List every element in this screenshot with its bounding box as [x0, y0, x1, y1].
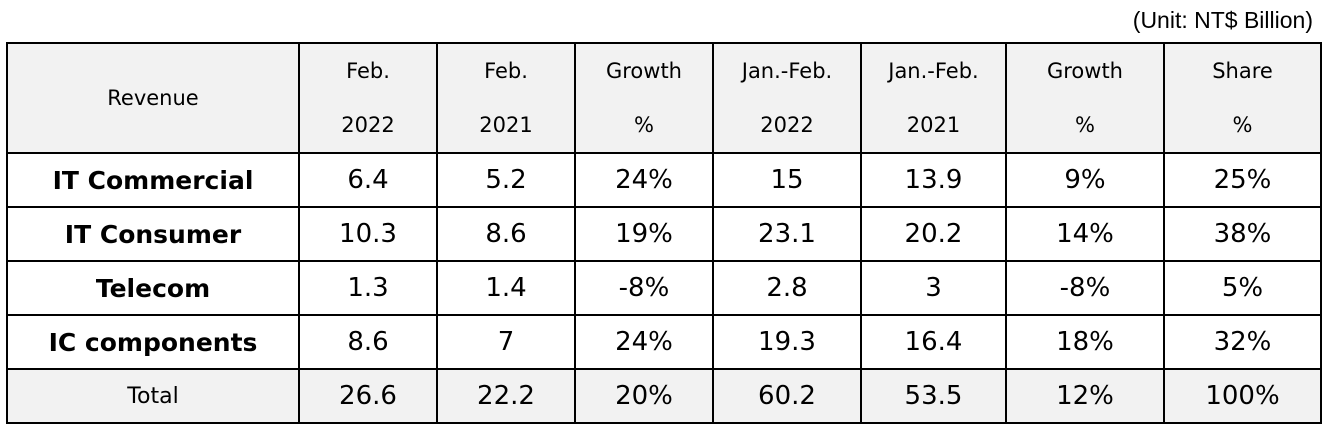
table-cell: 8.6: [298, 314, 438, 370]
table-row: IC components 8.6 7 24% 19.3 16.4 18% 32…: [6, 314, 1322, 370]
total-cell: 53.5: [860, 368, 1007, 424]
table-cell: 24%: [574, 152, 714, 208]
header-growth-monthly: Growth%: [574, 42, 714, 154]
table-cell: 32%: [1163, 314, 1322, 370]
table-cell: 23.1: [712, 206, 862, 262]
table-row: IT Commercial 6.4 5.2 24% 15 13.9 9% 25%: [6, 152, 1322, 208]
header-revenue: Revenue: [6, 42, 300, 154]
table-cell: 14%: [1005, 206, 1165, 262]
table-row: IT Consumer 10.3 8.6 19% 23.1 20.2 14% 3…: [6, 206, 1322, 262]
row-label: IC components: [6, 314, 300, 370]
table-cell: 10.3: [298, 206, 438, 262]
header-line: Feb.: [346, 59, 390, 83]
header-line: %: [634, 113, 654, 137]
header-line: %: [1232, 113, 1253, 137]
header-feb-2021: Feb. 2021: [436, 42, 576, 154]
unit-note: (Unit: NT$ Billion): [1132, 7, 1313, 33]
header-share: Share%: [1163, 42, 1322, 154]
header-growth-ytd: Growth%: [1005, 42, 1165, 154]
table-cell: 25%: [1163, 152, 1322, 208]
header-line: %: [1075, 113, 1095, 137]
table-cell: 1.3: [298, 260, 438, 316]
total-cell: 26.6: [298, 368, 438, 424]
table-cell: 15: [712, 152, 862, 208]
header-line: Jan.-Feb.: [741, 59, 833, 83]
table-cell: -8%: [574, 260, 714, 316]
table-cell: 5.2: [436, 152, 576, 208]
total-label: Total: [6, 368, 300, 424]
table-cell: 3: [860, 260, 1007, 316]
header-feb-2022: Feb. 2022: [298, 42, 438, 154]
row-label: IT Commercial: [6, 152, 300, 208]
total-cell: 60.2: [712, 368, 862, 424]
table-cell: 6.4: [298, 152, 438, 208]
revenue-table: Revenue Feb. 2022 Feb. 2021 Growth% Jan.-F…: [6, 42, 1322, 424]
total-cell: 20%: [574, 368, 714, 424]
total-row: Total 26.6 22.2 20% 60.2 53.5 12% 100%: [6, 368, 1322, 424]
table-cell: 8.6: [436, 206, 576, 262]
table-cell: 5%: [1163, 260, 1322, 316]
table-cell: 24%: [574, 314, 714, 370]
table-row: Telecom 1.3 1.4 -8% 2.8 3 -8% 5%: [6, 260, 1322, 316]
total-cell: 100%: [1163, 368, 1322, 424]
header-line: Feb.: [484, 59, 528, 83]
header-line: 2022: [341, 113, 395, 137]
header-janfeb-2021: Jan.-Feb. 2021: [860, 42, 1007, 154]
header-line: 2022: [760, 113, 814, 137]
header-janfeb-2022: Jan.-Feb. 2022: [712, 42, 862, 154]
header-line: 2021: [479, 113, 533, 137]
table-cell: 13.9: [860, 152, 1007, 208]
table-cell: 20.2: [860, 206, 1007, 262]
header-line: Growth: [605, 59, 682, 83]
table-cell: -8%: [1005, 260, 1165, 316]
row-label: Telecom: [6, 260, 300, 316]
header-line: 2021: [906, 113, 961, 137]
table-cell: 7: [436, 314, 576, 370]
row-label: IT Consumer: [6, 206, 300, 262]
total-cell: 22.2: [436, 368, 576, 424]
header-line: Growth: [1046, 59, 1123, 83]
total-cell: 12%: [1005, 368, 1165, 424]
header-row: Revenue Feb. 2022 Feb. 2021 Growth% Jan.-F…: [6, 42, 1322, 154]
header-line: Jan.-Feb.: [888, 59, 979, 83]
table-cell: 19.3: [712, 314, 862, 370]
table-cell: 2.8: [712, 260, 862, 316]
table-cell: 19%: [574, 206, 714, 262]
table-cell: 1.4: [436, 260, 576, 316]
header-line: Share: [1212, 59, 1273, 83]
table-cell: 38%: [1163, 206, 1322, 262]
table-cell: 16.4: [860, 314, 1007, 370]
table-cell: 18%: [1005, 314, 1165, 370]
table-cell: 9%: [1005, 152, 1165, 208]
